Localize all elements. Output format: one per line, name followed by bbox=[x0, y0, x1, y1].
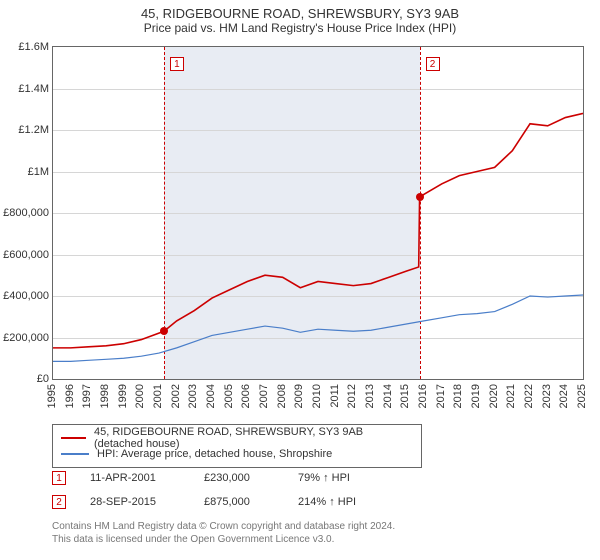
x-axis-label: 2023 bbox=[541, 384, 553, 408]
x-axis-label: 2020 bbox=[488, 384, 500, 408]
x-axis-label: 2008 bbox=[276, 384, 288, 408]
legend-swatch bbox=[61, 453, 89, 455]
y-axis-label: £1.2M bbox=[1, 124, 53, 136]
x-axis-label: 2009 bbox=[293, 384, 305, 408]
footnote-line: This data is licensed under the Open Gov… bbox=[52, 534, 334, 545]
sale-hpi-pct: 79% ↑ HPI bbox=[298, 472, 350, 484]
x-axis-label: 1995 bbox=[46, 384, 58, 408]
sale-price: £230,000 bbox=[204, 472, 274, 484]
page-root: 45, RIDGEBOURNE ROAD, SHREWSBURY, SY3 9A… bbox=[0, 0, 600, 560]
y-axis-label: £1.6M bbox=[1, 41, 53, 53]
sale-marker-badge: 2 bbox=[52, 495, 66, 509]
y-axis-label: £1.4M bbox=[1, 83, 53, 95]
chart-title: 45, RIDGEBOURNE ROAD, SHREWSBURY, SY3 9A… bbox=[0, 6, 600, 21]
sale-row: 1 11-APR-2001 £230,000 79% ↑ HPI bbox=[52, 468, 584, 488]
sale-marker-badge: 1 bbox=[52, 471, 66, 485]
x-axis-label: 2006 bbox=[240, 384, 252, 408]
x-axis-label: 1996 bbox=[64, 384, 76, 408]
x-axis-label: 1997 bbox=[81, 384, 93, 408]
chart-subtitle: Price paid vs. HM Land Registry's House … bbox=[0, 21, 600, 35]
legend-label: HPI: Average price, detached house, Shro… bbox=[97, 448, 332, 460]
x-axis-label: 2005 bbox=[223, 384, 235, 408]
x-axis-label: 2017 bbox=[435, 384, 447, 408]
sale-detail-rows: 2 28-SEP-2015 £875,000 214% ↑ HPI bbox=[52, 492, 584, 512]
x-axis-label: 2025 bbox=[576, 384, 588, 408]
x-axis-label: 2000 bbox=[134, 384, 146, 408]
x-axis-label: 2014 bbox=[382, 384, 394, 408]
x-axis-label: 2018 bbox=[452, 384, 464, 408]
y-axis-label: £400,000 bbox=[1, 290, 53, 302]
x-axis-label: 1999 bbox=[117, 384, 129, 408]
y-axis-label: £600,000 bbox=[1, 249, 53, 261]
x-axis-label: 2024 bbox=[558, 384, 570, 408]
x-axis-label: 2011 bbox=[329, 384, 341, 408]
sale-date: 11-APR-2001 bbox=[90, 472, 180, 484]
chart-sale-marker: 1 bbox=[170, 57, 184, 71]
chart-plot-area: £0£200,000£400,000£600,000£800,000£1M£1.… bbox=[52, 46, 584, 380]
x-axis-label: 2013 bbox=[364, 384, 376, 408]
x-axis-label: 2003 bbox=[187, 384, 199, 408]
x-axis-label: 2022 bbox=[523, 384, 535, 408]
y-axis-label: £200,000 bbox=[1, 332, 53, 344]
chart-titles: 45, RIDGEBOURNE ROAD, SHREWSBURY, SY3 9A… bbox=[0, 0, 600, 35]
chart-sale-marker: 2 bbox=[426, 57, 440, 71]
y-axis-label: £800,000 bbox=[1, 207, 53, 219]
sale-row: 2 28-SEP-2015 £875,000 214% ↑ HPI bbox=[52, 492, 584, 512]
x-axis-label: 2012 bbox=[346, 384, 358, 408]
x-axis-labels: 1995199619971998199920002001200220032004… bbox=[52, 384, 584, 424]
legend-swatch bbox=[61, 437, 86, 439]
footnote: Contains HM Land Registry data © Crown c… bbox=[52, 520, 552, 546]
sale-price: £875,000 bbox=[204, 496, 274, 508]
x-axis-label: 1998 bbox=[99, 384, 111, 408]
x-axis-label: 2007 bbox=[258, 384, 270, 408]
footnote-line: Contains HM Land Registry data © Crown c… bbox=[52, 521, 395, 532]
sale-detail-rows: 1 11-APR-2001 £230,000 79% ↑ HPI bbox=[52, 468, 584, 488]
legend-row: 45, RIDGEBOURNE ROAD, SHREWSBURY, SY3 9A… bbox=[61, 430, 413, 446]
chart-legend: 45, RIDGEBOURNE ROAD, SHREWSBURY, SY3 9A… bbox=[52, 424, 422, 468]
x-axis-label: 2021 bbox=[505, 384, 517, 408]
y-axis-label: £1M bbox=[1, 166, 53, 178]
x-axis-label: 2004 bbox=[205, 384, 217, 408]
sale-date: 28-SEP-2015 bbox=[90, 496, 180, 508]
sale-hpi-pct: 214% ↑ HPI bbox=[298, 496, 356, 508]
x-axis-label: 2001 bbox=[152, 384, 164, 408]
x-axis-label: 2002 bbox=[170, 384, 182, 408]
x-axis-label: 2019 bbox=[470, 384, 482, 408]
x-axis-label: 2010 bbox=[311, 384, 323, 408]
x-axis-label: 2016 bbox=[417, 384, 429, 408]
legend-label: 45, RIDGEBOURNE ROAD, SHREWSBURY, SY3 9A… bbox=[94, 426, 413, 450]
x-axis-label: 2015 bbox=[399, 384, 411, 408]
